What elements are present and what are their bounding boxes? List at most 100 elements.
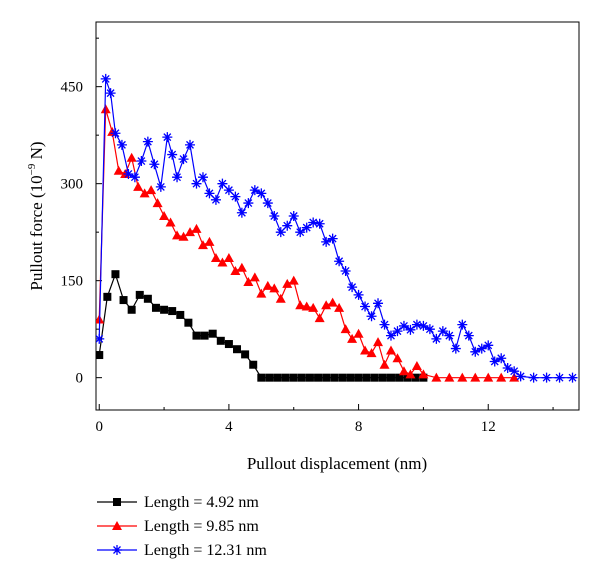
data-point-square [273,373,282,382]
series-line [98,78,573,379]
data-point-triangle [444,372,455,382]
data-point-asterisk [398,320,409,331]
data-point-square [168,307,177,316]
data-point-triangle [385,345,396,355]
data-point-triangle [172,230,183,240]
data-point-asterisk [155,181,166,192]
data-point-square [119,296,128,305]
data-point-triangle [470,372,481,382]
data-point-square [176,310,185,319]
data-point-asterisk [275,227,286,238]
data-point-asterisk [100,73,111,84]
data-point-asterisk [185,139,196,150]
data-point-asterisk [197,172,208,183]
data-point-square [151,303,160,312]
data-point-square [249,360,258,369]
data-point-triangle [295,300,306,310]
x-axis-label: Pullout displacement (nm) [247,454,427,473]
data-point-asterisk [204,188,215,199]
data-point-triangle [243,276,254,286]
legend-item: Length = 9.85 nm [97,518,259,535]
data-point-square [208,329,217,338]
data-point-square [113,498,121,506]
data-point-triangle [191,223,202,233]
data-point-square [338,373,347,382]
data-point-asterisk [360,301,371,312]
data-point-triangle [457,372,468,382]
axis-ticks: 0 4 8 12 0 150 300 450 [61,37,554,435]
data-point-asterisk [444,330,455,341]
data-point-asterisk [243,198,254,209]
data-point-triangle [411,361,422,371]
data-point-asterisk [411,319,422,330]
data-point-asterisk [149,159,160,170]
data-point-triangle [256,288,267,298]
data-point-asterisk [262,198,273,209]
data-point-triangle [210,253,221,263]
data-point-asterisk [162,132,173,143]
data-point-asterisk [366,311,377,322]
legend-item: Length = 4.92 nm [97,494,259,511]
data-point-square [289,373,298,382]
data-point-asterisk [476,343,487,354]
data-point-square [395,373,404,382]
data-point-asterisk [405,324,416,335]
data-point-square [216,336,225,345]
data-point-triangle [197,240,208,250]
data-point-asterisk [340,265,351,276]
data-point-square [135,290,144,299]
data-point-triangle [347,333,358,343]
data-point-asterisk [392,326,403,337]
series-layer [96,73,578,383]
data-point-asterisk [105,88,116,99]
y-axis-label-exponent: −9 [26,163,38,175]
data-point-triangle [379,359,390,369]
data-point-asterisk [347,282,358,293]
data-point-asterisk [230,191,241,202]
data-point-asterisk [327,233,338,244]
data-point-triangle [366,348,377,358]
data-point-triangle [327,297,338,307]
data-point-asterisk [223,185,234,196]
data-point-triangle [509,372,520,382]
data-point-triangle [146,185,157,195]
data-point-triangle [185,227,196,237]
data-point-square [386,373,395,382]
data-point-asterisk [172,172,183,183]
data-point-triangle [360,345,371,355]
legend-label: Length = 9.85 nm [144,518,259,535]
data-point-asterisk [282,220,293,231]
data-point-asterisk [567,372,578,383]
data-point-triangle [405,369,416,379]
y-tick-label: 150 [61,274,84,290]
data-point-square [281,373,290,382]
data-point-triangle [223,253,234,263]
data-point-asterisk [541,372,552,383]
data-point-square [257,373,266,382]
data-point-asterisk [483,340,494,351]
data-point-square [241,350,250,359]
data-point-asterisk [142,136,153,147]
data-point-triangle [288,275,299,285]
data-point-triangle [301,301,312,311]
data-point-triangle [340,324,351,334]
data-point-asterisk [295,227,306,238]
data-point-asterisk [249,185,260,196]
data-point-asterisk [178,154,189,165]
data-point-triangle [418,369,429,379]
data-point-asterisk [353,289,364,300]
data-point-triangle [275,293,286,303]
x-tick-label: 12 [481,419,496,435]
data-point-square [143,294,152,303]
data-point-asterisk [116,139,127,150]
data-point-asterisk [385,330,396,341]
data-point-square [297,373,306,382]
data-point-square [224,340,233,349]
data-point-triangle [217,257,228,267]
data-point-triangle [159,211,170,220]
data-point-asterisk [167,149,178,160]
y-tick-label: 0 [76,371,84,387]
data-point-triangle [133,181,144,191]
data-point-triangle [165,217,176,227]
